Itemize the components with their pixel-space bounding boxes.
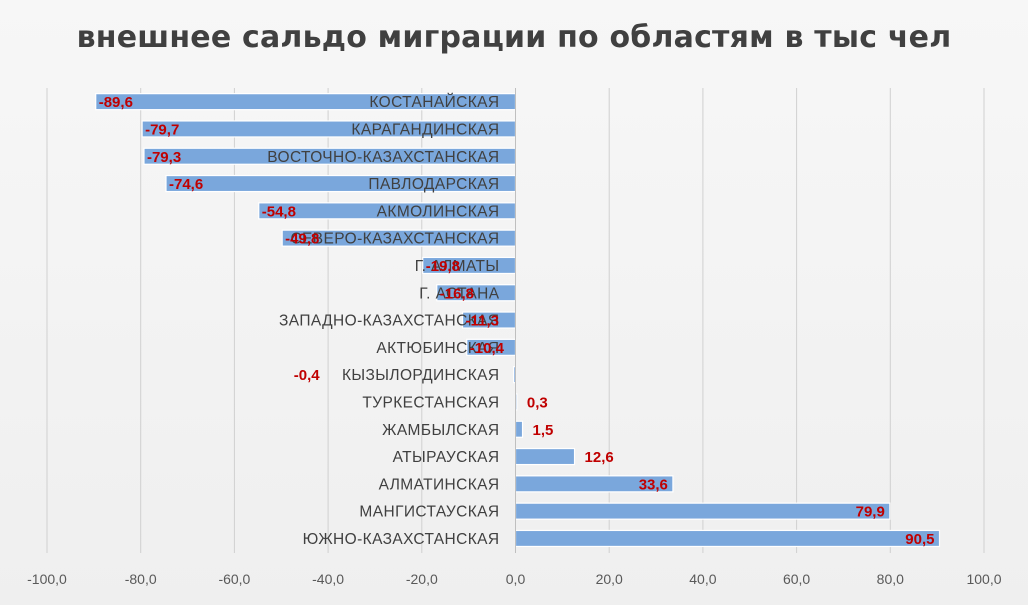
category-label: СЕВЕРО-КАЗАХСТАНСКАЯ xyxy=(290,231,499,248)
bar xyxy=(514,502,891,520)
data-label: -74,6 xyxy=(169,176,203,193)
data-label: -10,4 xyxy=(470,340,505,357)
data-label: -54,8 xyxy=(262,203,296,220)
data-label: -16,8 xyxy=(440,285,474,302)
category-label: КЫЗЫЛОРДИНСКАЯ xyxy=(342,367,500,384)
x-tick-label: 60,0 xyxy=(783,571,810,587)
category-label: Г. АСТАНА xyxy=(419,285,499,302)
data-label: 0,3 xyxy=(527,394,548,411)
data-label: 12,6 xyxy=(585,449,614,466)
x-tick-label: -80,0 xyxy=(125,571,157,587)
category-label: Г. АЛМАТЫ xyxy=(415,258,500,275)
x-tick-label: -100,0 xyxy=(27,571,67,587)
x-tick-label: -20,0 xyxy=(406,571,438,587)
data-label: 79,9 xyxy=(856,504,885,521)
x-tick-label: 80,0 xyxy=(877,571,904,587)
x-tick-label: 100,0 xyxy=(966,571,1001,587)
data-label: 90,5 xyxy=(905,531,934,548)
data-label: -0,4 xyxy=(294,367,321,384)
data-label: -11,3 xyxy=(466,313,499,330)
x-tick-label: -60,0 xyxy=(218,571,250,587)
category-label: АКМОЛИНСКАЯ xyxy=(377,203,500,220)
category-label: КАРАГАНДИНСКАЯ xyxy=(351,121,499,138)
data-label: 33,6 xyxy=(639,476,668,493)
bar xyxy=(514,447,576,466)
chart-title: внешнее сальдо миграции по областям в ты… xyxy=(76,20,952,55)
x-tick-label: 0,0 xyxy=(506,571,526,587)
data-label: -79,7 xyxy=(145,121,179,138)
data-label: -79,3 xyxy=(147,149,181,166)
x-tick-label: -40,0 xyxy=(312,571,344,587)
category-label: АКТЮБИНСКАЯ xyxy=(376,340,499,357)
category-label: ПАВЛОДАРСКАЯ xyxy=(368,176,499,193)
data-label: 1,5 xyxy=(533,422,554,439)
x-tick-label: 40,0 xyxy=(689,571,716,587)
x-tick-label: 20,0 xyxy=(596,571,623,587)
category-label: ЖАМБЫЛСКАЯ xyxy=(382,422,499,439)
category-label: АТЫРАУСКАЯ xyxy=(393,449,500,466)
data-label: -49,8 xyxy=(285,231,319,248)
data-label: -19,8 xyxy=(426,258,460,275)
data-label: -89,6 xyxy=(99,94,133,111)
category-label: АЛМАТИНСКАЯ xyxy=(379,476,500,493)
category-label: ТУРКЕСТАНСКАЯ xyxy=(362,394,499,411)
category-label: КОСТАНАЙСКАЯ xyxy=(369,93,499,111)
category-label: ЮЖНО-КАЗАХСТАНСКАЯ xyxy=(303,531,500,548)
category-label: ВОСТОЧНО-КАЗАХСТАНСКАЯ xyxy=(267,149,499,166)
bar xyxy=(514,420,524,438)
category-label: МАНГИСТАУСКАЯ xyxy=(359,504,499,521)
bar xyxy=(514,529,941,548)
category-label: ЗАПАДНО-КАЗАХСТАНСКАЯ xyxy=(279,313,499,330)
